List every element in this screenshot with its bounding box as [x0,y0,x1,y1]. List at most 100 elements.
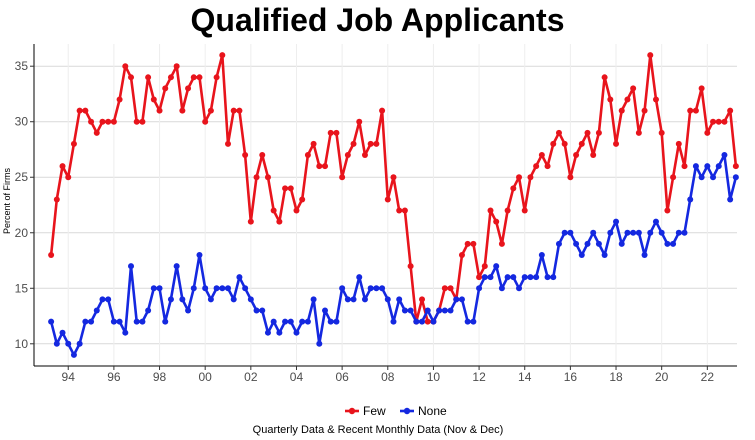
data-point-few [65,174,72,181]
data-point-few [498,240,505,247]
legend-label: None [418,404,447,418]
data-point-few [487,207,494,214]
data-point-few [167,74,174,81]
data-point-few [675,140,682,147]
data-point-few [99,118,106,125]
data-point-none [276,329,283,336]
data-point-few [601,74,608,81]
data-point-none [681,229,688,236]
chart-title: Qualified Job Applicants [190,2,565,38]
data-point-none [230,296,237,303]
data-point-few [521,207,528,214]
x-tick-label: 10 [427,370,441,384]
data-point-few [664,207,671,214]
data-point-none [567,229,574,236]
data-point-none [607,229,614,236]
data-point-few [584,129,591,136]
data-point-none [287,318,294,325]
data-point-few [196,74,203,81]
data-point-few [350,140,357,147]
data-point-none [732,174,739,181]
data-point-few [276,218,283,225]
data-point-none [578,251,585,258]
data-point-few [339,174,346,181]
data-point-none [247,296,254,303]
data-point-few [293,207,300,214]
data-point-few [493,218,500,225]
data-point-few [310,140,317,147]
x-tick-label: 04 [290,370,304,384]
data-point-few [122,63,129,70]
data-point-none [162,318,169,325]
data-point-few [59,163,66,170]
data-point-few [544,163,551,170]
data-point-few [419,296,426,303]
data-point-none [236,274,243,281]
data-point-none [453,296,460,303]
data-point-none [715,163,722,170]
data-point-none [316,340,323,347]
data-point-none [698,174,705,181]
data-point-none [242,285,249,292]
x-tick-label: 14 [518,370,532,384]
data-point-few [567,174,574,181]
data-point-none [59,329,66,336]
data-point-few [681,163,688,170]
data-point-none [173,263,180,270]
data-point-few [533,163,540,170]
data-point-few [464,240,471,247]
data-point-few [150,96,157,103]
data-point-none [133,318,140,325]
data-point-none [413,318,420,325]
data-point-none [573,240,580,247]
data-point-few [225,140,232,147]
data-point-few [264,174,271,181]
legend-item-few: Few [345,404,386,418]
data-point-none [504,274,511,281]
data-point-few [441,285,448,292]
data-point-none [293,329,300,336]
data-point-none [401,307,408,314]
data-point-none [396,296,403,303]
data-point-none [727,196,734,203]
data-point-none [652,218,659,225]
data-point-none [76,340,83,347]
x-tick-label: 98 [153,370,167,384]
data-point-none [48,318,55,325]
x-tick-label: 18 [609,370,623,384]
x-tick-label: 08 [381,370,395,384]
data-point-few [179,107,186,114]
data-point-few [253,174,260,181]
chart-caption: Quarterly Data & Recent Monthly Data (No… [253,424,504,436]
data-point-few [447,285,454,292]
data-point-few [133,118,140,125]
data-point-few [510,185,517,192]
data-point-few [361,152,368,159]
data-point-few [595,129,602,136]
data-point-none [361,296,368,303]
data-point-few [282,185,289,192]
grid-lines [34,44,737,366]
legend-swatch-dot [403,407,411,415]
data-point-none [327,318,334,325]
data-point-few [396,207,403,214]
data-point-none [128,263,135,270]
data-point-few [202,118,209,125]
legend: Few None [345,404,447,418]
data-point-none [219,285,226,292]
axes [33,44,737,367]
data-point-few [670,174,677,181]
data-point-none [356,274,363,281]
data-point-few [635,129,642,136]
x-tick-label: 00 [199,370,213,384]
data-point-few [704,129,711,136]
y-axis-title: Percent of Firms [2,167,12,234]
data-point-none [641,251,648,258]
data-point-none [687,196,694,203]
series-lines [48,52,739,358]
data-point-few [652,96,659,103]
data-point-few [230,107,237,114]
data-point-few [379,107,386,114]
data-point-few [145,74,152,81]
data-point-few [322,163,329,170]
